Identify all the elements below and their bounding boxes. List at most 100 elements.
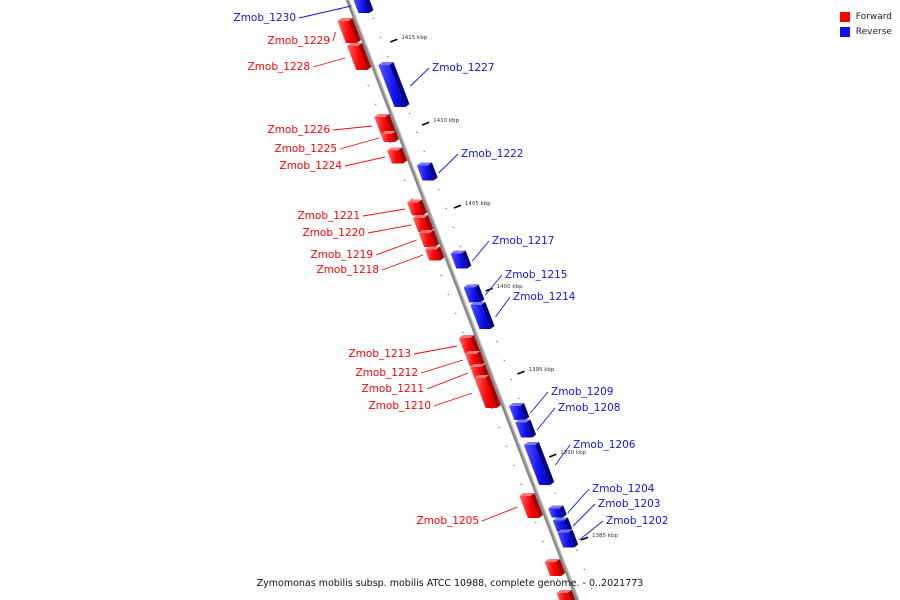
tick-mark	[421, 121, 430, 126]
gene-box-partial-side	[555, 559, 566, 576]
gene-box-partial-top	[544, 559, 560, 562]
gene-box-zmob_1206-top	[523, 442, 539, 445]
gene-box-zmob_1219-top	[418, 230, 434, 233]
gene-box-zmob_1227-side	[389, 62, 410, 107]
tick-label: 1400 kbp	[497, 284, 523, 290]
genome-caption: Zymomonas mobilis subsp. mobilis ATCC 10…	[256, 578, 644, 589]
tick-label: 1410 kbp	[433, 118, 459, 124]
gene-box-zmob_1210-top	[474, 375, 490, 378]
gene-box-zmob_1202	[557, 532, 575, 548]
axis-dash	[445, 207, 447, 210]
axis-dash	[542, 540, 544, 543]
gene-label-zmob_1202: Zmob_1202	[606, 515, 668, 527]
axis-dash	[510, 378, 513, 381]
gene-leader-line	[471, 240, 490, 262]
gene-box-zmob_1221	[407, 202, 424, 216]
gene-leader-line	[332, 31, 336, 42]
gene-leader-line	[433, 392, 473, 407]
gene-leader-line	[536, 407, 556, 431]
gene-leader-line	[530, 391, 549, 414]
legend: Forward Reverse	[839, 9, 892, 39]
gene-leader-line	[567, 488, 590, 514]
axis-dash	[520, 483, 523, 486]
axis-dash	[452, 226, 455, 229]
gene-label-zmob_1209: Zmob_1209	[551, 386, 613, 398]
forward-swatch-icon	[839, 11, 850, 22]
gene-label-zmob_1218: Zmob_1218	[317, 264, 379, 276]
gene-box-zmob_1226-side	[385, 114, 397, 135]
gene-box-zmob_1219-side	[429, 230, 440, 247]
legend-label-reverse: Reverse	[855, 26, 892, 37]
gene-box-zmob_1203-top	[552, 517, 568, 521]
axis-dash	[583, 568, 586, 571]
gene-box-zmob_1210	[474, 378, 497, 408]
axis-dash	[534, 521, 537, 524]
axis-dash	[554, 492, 557, 495]
gene-box-zmob_1212-top	[465, 351, 481, 354]
gene-box-zmob_1212-side	[476, 351, 485, 366]
gene-box-zmob_1217	[450, 253, 468, 269]
axis-dash	[415, 131, 418, 134]
gene-box-zmob_1228-side	[358, 43, 372, 70]
gene-box-zmob_1225-side	[391, 131, 399, 142]
gene-box-zmob_1209-top	[508, 403, 524, 406]
gene-box-zmob_1204-side	[559, 505, 567, 518]
tick-label: 1385 kbp	[592, 533, 618, 539]
axis-dash	[512, 464, 515, 467]
axis-dash	[447, 293, 450, 296]
gene-label-zmob_1228: Zmob_1228	[248, 61, 310, 73]
gene-box-zmob_1209-side	[519, 403, 530, 420]
gene-box-zmob_1202-top	[557, 529, 573, 533]
gene-box-zmob_1213-side	[469, 335, 481, 354]
gene-box-zmob_1225-top	[380, 131, 396, 134]
gene-box-zmob_1226-top	[374, 114, 390, 117]
gene-label-zmob_1222: Zmob_1222	[461, 148, 523, 160]
reverse-swatch-icon	[839, 26, 850, 37]
gene-box-zmob_1213	[458, 338, 477, 354]
axis-dash	[454, 312, 457, 315]
gene-leader-line	[332, 125, 373, 131]
gene-box-partial-top	[556, 590, 572, 593]
gene-box-zmob_1222-top	[416, 162, 432, 166]
gene-leader-line	[481, 506, 518, 522]
gene-box-zmob_1205-top	[519, 493, 535, 496]
tick-mark	[453, 204, 462, 209]
gene-box-zmob_1215	[463, 287, 481, 303]
gene-box-zmob_1227-top	[378, 62, 394, 65]
gene-box-zmob_1221-top	[407, 199, 423, 203]
gene-box-zmob_1230-side	[364, 0, 374, 13]
axis-dash	[440, 274, 442, 277]
gene-box-partial-side	[567, 590, 576, 600]
tick-mark	[390, 38, 398, 43]
gene-box-zmob_1203-side	[563, 517, 573, 532]
gene-box-zmob_1222-side	[427, 162, 438, 181]
gene-box-zmob_1218	[425, 249, 441, 261]
gene-leader-line	[485, 274, 503, 296]
gene-box-zmob_1219	[418, 233, 436, 247]
gene-box-zmob_1212	[465, 354, 481, 366]
axis-dash	[403, 179, 406, 182]
gene-label-zmob_1224: Zmob_1224	[280, 160, 343, 172]
tick-label: 1415 kbp	[401, 35, 427, 41]
legend-item-forward: Forward	[839, 9, 892, 24]
gene-label-zmob_1230: Zmob_1230	[234, 12, 296, 24]
gene-leader-line	[410, 67, 430, 87]
gene-label-zmob_1227: Zmob_1227	[432, 62, 494, 74]
axis-dash	[374, 103, 377, 106]
gene-label-zmob_1205: Zmob_1205	[417, 515, 479, 527]
gene-leader-line	[578, 520, 604, 541]
gene-leader-line	[413, 345, 458, 355]
axis-dash	[408, 112, 411, 115]
tick-mark	[580, 536, 589, 541]
gene-box-zmob_1204	[548, 508, 563, 518]
gene-label-zmob_1215: Zmob_1215	[505, 269, 567, 281]
gene-box-zmob_1224-top	[387, 147, 403, 151]
axis-dash	[367, 84, 370, 87]
gene-leader-line	[572, 503, 596, 527]
gene-box-zmob_1206-side	[534, 442, 555, 485]
gene-leader-line	[381, 254, 424, 271]
axis-dash	[556, 578, 559, 581]
gene-box-zmob_1205-side	[530, 493, 543, 518]
axis-dash	[517, 397, 520, 400]
